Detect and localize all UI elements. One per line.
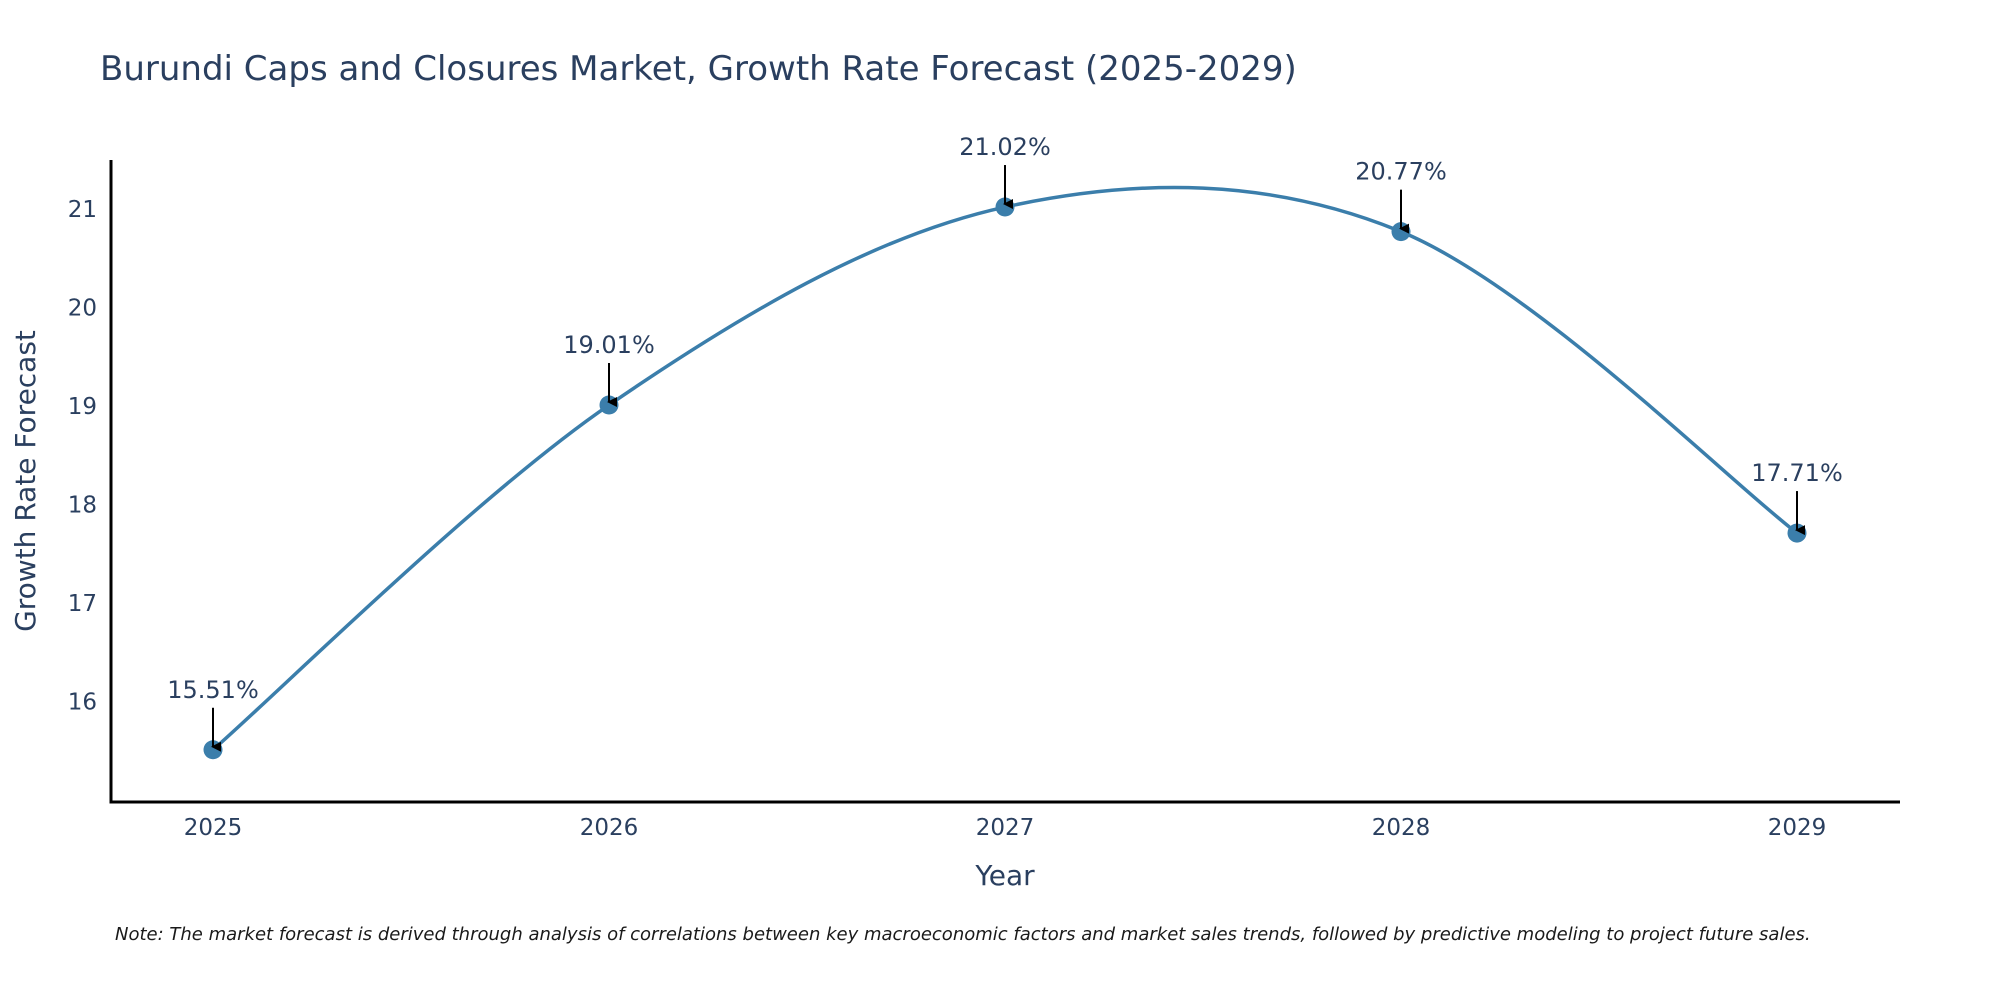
series-growth-rate [203,185,1807,760]
x-tick-labels: 2025 2026 2027 2028 2029 [184,815,1827,841]
data-label: 17.71% [1751,459,1843,487]
chart-note: Note: The market forecast is derived thr… [115,924,1811,945]
x-axis-title: Year [974,859,1035,892]
y-tick-label: 20 [68,296,97,322]
data-labels: 15.51% 19.01% 21.02% 20.77% 17.71% [167,133,1843,752]
data-label: 20.77% [1355,158,1447,186]
data-label: 21.02% [959,133,1051,161]
y-tick-label: 16 [68,690,97,716]
chart-title: Burundi Caps and Closures Market, Growth… [100,49,1297,89]
y-axis-title: Growth Rate Forecast [9,330,42,632]
y-tick-label: 18 [68,493,97,519]
x-tick-label: 2026 [580,815,639,841]
series-line [211,185,1799,752]
axes [109,160,1900,804]
x-tick-label: 2027 [976,815,1035,841]
data-label: 19.01% [563,331,655,359]
y-tick-labels: 16 17 18 19 20 21 [68,197,97,716]
x-tick-label: 2029 [1768,815,1827,841]
y-tick-label: 19 [68,394,97,420]
x-tick-label: 2028 [1372,815,1431,841]
data-label: 15.51% [167,676,259,704]
y-tick-label: 17 [68,591,97,617]
y-tick-label: 21 [68,197,97,223]
x-tick-label: 2025 [184,815,243,841]
